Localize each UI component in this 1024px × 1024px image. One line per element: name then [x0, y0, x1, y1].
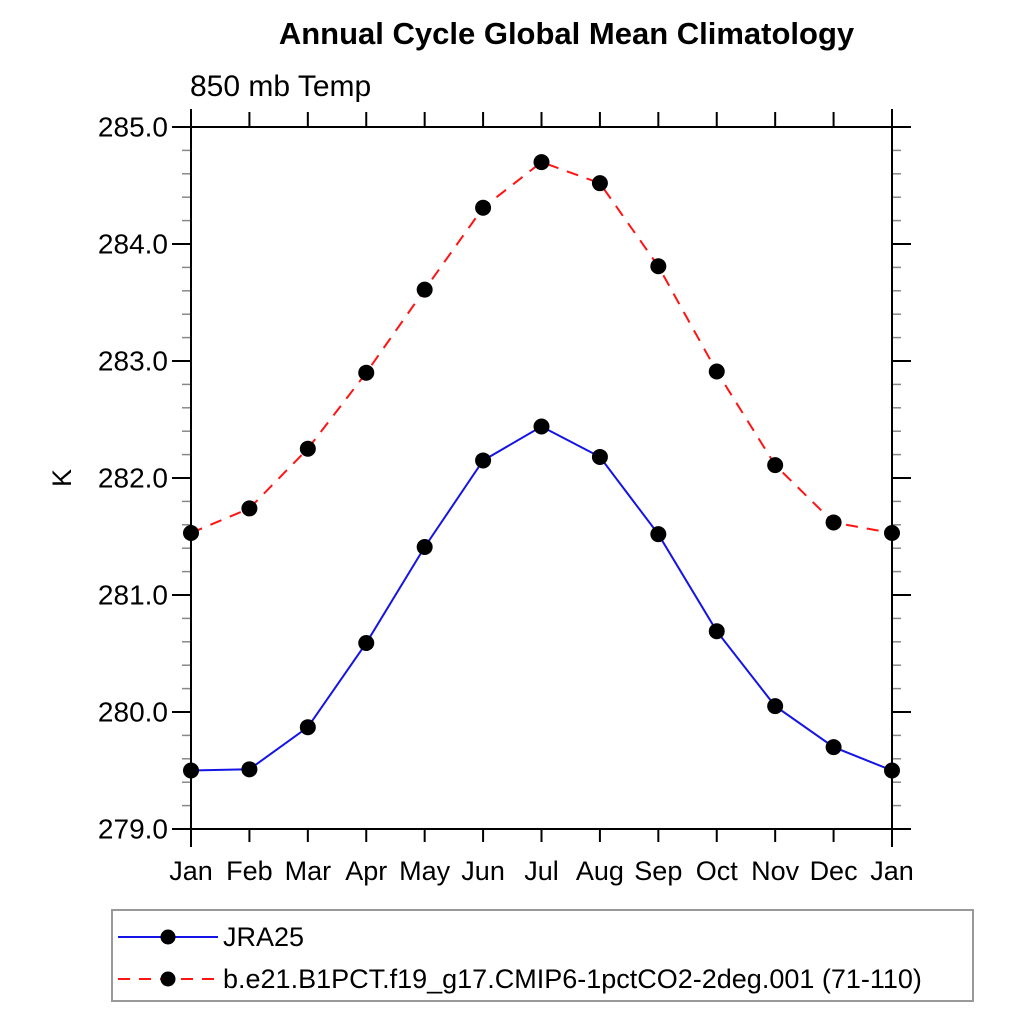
data-point-marker: [884, 762, 900, 779]
data-point-marker: [591, 448, 608, 465]
x-tick-label: Mar: [285, 856, 332, 886]
plot-frame: [190, 126, 893, 830]
data-point-marker: [475, 452, 492, 469]
legend-label-jra25: JRA25: [223, 921, 305, 952]
x-tick-label: Sep: [634, 856, 682, 886]
data-point-marker: [825, 514, 842, 531]
x-tick-label: Aug: [576, 856, 624, 886]
y-tick-label: 285.0: [98, 112, 168, 143]
chart-subtitle: 850 mb Temp: [190, 70, 372, 103]
y-tick-label: 282.0: [98, 463, 168, 494]
legend-item-jra25: JRA25: [118, 921, 304, 953]
data-point-marker: [767, 457, 784, 474]
x-tick-label: Apr: [345, 856, 387, 886]
x-tick-label: Jan: [169, 856, 213, 886]
data-point-marker: [299, 440, 316, 457]
data-point-marker: [767, 698, 784, 715]
legend-line-sample-dashed: [118, 971, 218, 987]
y-axis-ticks: 279.0 280.0 281.0 282.0 283.0 284.0 285.0: [98, 112, 911, 845]
data-point-marker: [183, 762, 199, 779]
legend: JRA25 b.e21.B1PCT.f19_g17.CMIP6-1pctCO2-…: [111, 909, 974, 1002]
x-tick-label: Nov: [751, 856, 800, 886]
x-axis-ticks: Jan Feb Mar Apr May Jun Jul Aug Sep Oct Nov Dec Jan: [169, 109, 914, 886]
series-cmip6: [183, 154, 900, 541]
data-point-marker: [358, 634, 375, 651]
legend-line-sample-solid: [118, 929, 218, 945]
x-tick-label: Oct: [696, 856, 739, 886]
data-point-marker: [533, 154, 550, 171]
series-jra25: [183, 418, 900, 779]
data-point-marker: [475, 199, 492, 216]
data-point-marker: [241, 500, 258, 517]
y-tick-label: 280.0: [98, 697, 168, 728]
chart-title: Annual Cycle Global Mean Climatology: [278, 16, 855, 51]
data-point-marker: [533, 418, 550, 435]
x-tick-label: May: [399, 856, 451, 886]
data-point-marker: [358, 364, 375, 381]
y-tick-label: 281.0: [98, 580, 168, 611]
data-point-marker: [591, 175, 608, 192]
y-tick-label: 279.0: [98, 814, 168, 845]
x-tick-label: Jun: [461, 856, 505, 886]
x-tick-label: Jul: [524, 856, 559, 886]
data-point-marker: [416, 539, 433, 556]
y-tick-label: 284.0: [98, 229, 168, 260]
series-line: [190, 425, 893, 772]
data-point-marker: [299, 719, 316, 736]
data-point-marker: [708, 623, 725, 640]
data-point-marker: [416, 281, 433, 298]
legend-item-cmip6: b.e21.B1PCT.f19_g17.CMIP6-1pctCO2-2deg.0…: [118, 963, 922, 995]
data-point-marker: [241, 761, 258, 778]
x-tick-label: Feb: [226, 856, 273, 886]
data-point-marker: [650, 258, 667, 275]
series-line: [190, 160, 893, 534]
y-axis-label: K: [47, 469, 77, 487]
x-tick-label: Jan: [870, 856, 914, 886]
y-tick-label: 283.0: [98, 346, 168, 377]
data-point-marker: [183, 524, 199, 541]
data-point-marker: [708, 363, 725, 380]
data-point-marker: [884, 524, 900, 541]
data-point-marker: [825, 739, 842, 756]
x-tick-label: Dec: [810, 856, 858, 886]
legend-label-cmip6: b.e21.B1PCT.f19_g17.CMIP6-1pctCO2-2deg.0…: [223, 963, 922, 994]
data-point-marker: [650, 526, 667, 543]
